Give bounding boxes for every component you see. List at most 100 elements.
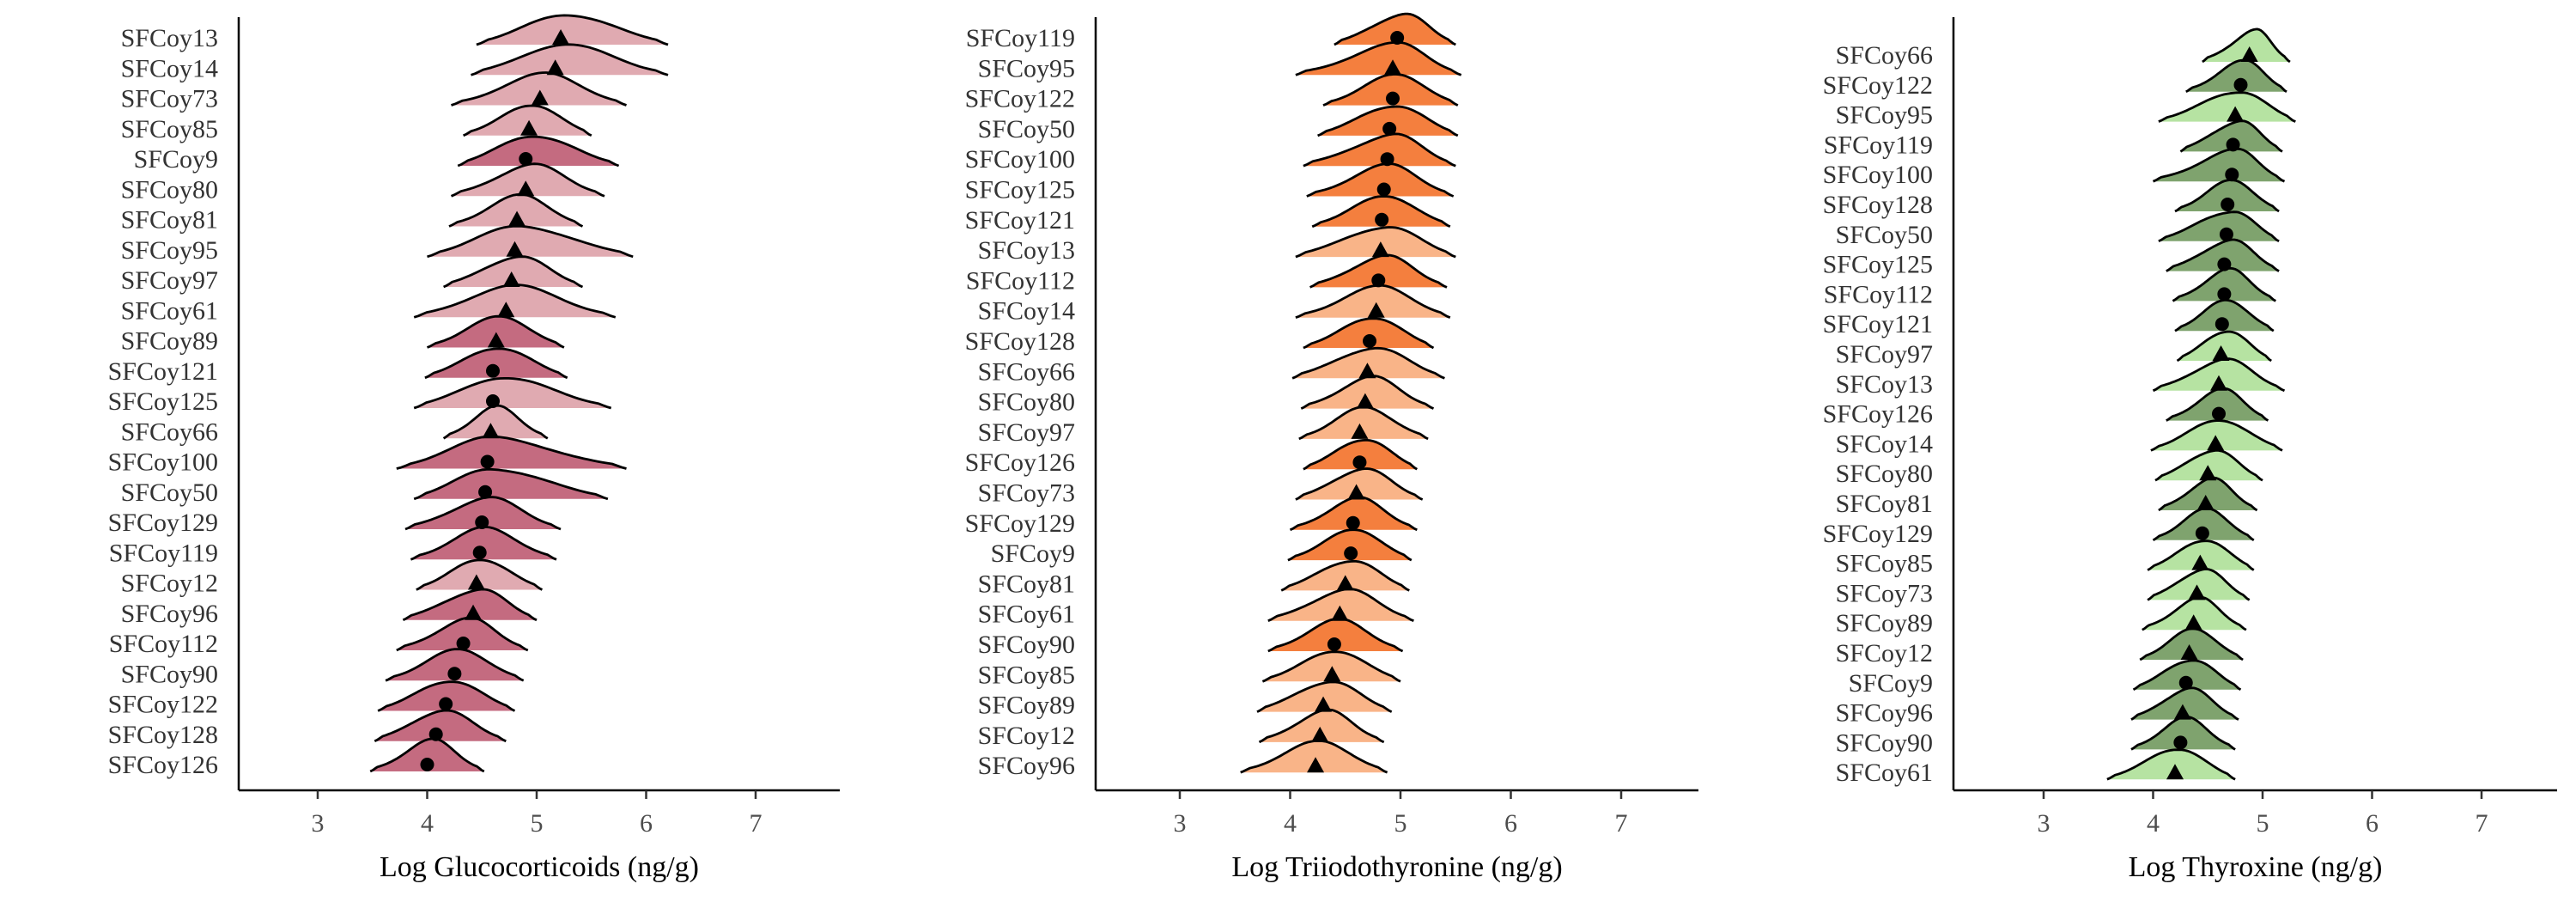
ridge-fill — [1295, 285, 1450, 318]
marker-circle-SFCoy125 — [486, 394, 500, 408]
ridge-outline — [1303, 132, 1456, 168]
ridge-outline — [2166, 238, 2280, 272]
ridge-SFCoy9 — [2132, 659, 2242, 692]
x-tick-label: 3 — [2038, 809, 2050, 838]
x-tick-label: 6 — [1504, 809, 1517, 838]
category-label: SFCoy9 — [134, 145, 218, 174]
ridge-SFCoy119 — [2179, 119, 2283, 153]
x-tick-label: 3 — [312, 809, 325, 838]
ridge-fill — [1309, 254, 1447, 288]
marker-circle-SFCoy100 — [2225, 168, 2239, 182]
marker-triangle-SFCoy61 — [497, 302, 515, 318]
x-axis-title: Log Triiodothyronine (ng/g) — [1231, 851, 1562, 883]
ridge-fill — [2158, 211, 2280, 241]
ridge-outline — [463, 104, 592, 137]
marker-triangle-SFCoy81 — [508, 210, 526, 227]
category-label: SFCoy73 — [978, 479, 1075, 508]
category-label: SFCoy96 — [978, 752, 1075, 780]
category-label: SFCoy89 — [978, 692, 1075, 720]
marker-triangle-SFCoy81 — [2196, 495, 2215, 510]
marker-circle-SFCoy50 — [1382, 121, 1397, 136]
ridge-fill — [1267, 588, 1414, 621]
marker-triangle-SFCoy13 — [2210, 375, 2227, 391]
category-label: SFCoy61 — [1836, 759, 1933, 787]
marker-circle-SFCoy112 — [456, 637, 471, 650]
ridge-fill — [1323, 74, 1458, 106]
ridge-outline — [1311, 195, 1451, 229]
x-tick-label: 7 — [1615, 809, 1628, 838]
category-label: SFCoy119 — [1824, 131, 1933, 159]
ridge-SFCoy95 — [2158, 91, 2296, 123]
category-label: SFCoy50 — [978, 115, 1075, 143]
ridge-SFCoy126 — [1303, 439, 1418, 471]
ridge-outline — [413, 377, 612, 410]
ridge-fill — [1257, 681, 1392, 712]
ridge-fill — [396, 617, 528, 650]
marker-triangle-SFCoy97 — [1351, 423, 1369, 439]
marker-triangle-SFCoy85 — [1323, 666, 1341, 682]
category-label: SFCoy122 — [1823, 71, 1933, 100]
ridge-SFCoy95 — [1295, 41, 1462, 76]
category-label: SFCoy129 — [108, 509, 218, 537]
ridge-fill — [1298, 406, 1429, 439]
ridgeline-plot-thyroxine: SFCoy66SFCoy122SFCoy95SFCoy119SFCoy100SF… — [1823, 17, 2557, 883]
marker-triangle-SFCoy96 — [1307, 757, 1325, 773]
marker-circle-SFCoy9 — [2178, 675, 2193, 690]
category-label: SFCoy90 — [121, 660, 218, 688]
category-label: SFCoy128 — [1823, 191, 1933, 219]
x-tick-label: 4 — [2147, 809, 2160, 838]
ridge-fill — [403, 589, 537, 620]
category-label: SFCoy66 — [1836, 41, 1933, 70]
ridge-fill — [1262, 651, 1400, 682]
ridge-outline — [2106, 748, 2236, 781]
ridge-SFCoy100 — [396, 435, 627, 470]
ridge-SFCoy96 — [402, 588, 538, 622]
ridge-fill — [2142, 597, 2246, 631]
marker-triangle-SFCoy89 — [2184, 614, 2202, 631]
marker-circle-SFCoy128 — [1363, 334, 1377, 348]
marker-triangle-SFCoy96 — [465, 604, 483, 620]
ridge-fill — [2140, 628, 2244, 660]
ridge-SFCoy90 — [385, 648, 525, 682]
category-label: SFCoy81 — [978, 570, 1075, 598]
ridge-outline — [2174, 179, 2280, 213]
category-label: SFCoy112 — [1824, 280, 1933, 308]
ridge-outline — [1295, 283, 1451, 320]
category-label: SFCoy112 — [109, 630, 218, 658]
ridge-fill — [2172, 268, 2276, 302]
marker-triangle-SFCoy12 — [2180, 644, 2198, 660]
ridge-SFCoy89 — [426, 314, 565, 349]
category-label: SFCoy100 — [108, 448, 218, 477]
category-label: SFCoy129 — [1823, 520, 1933, 548]
category-label: SFCoy81 — [121, 206, 218, 235]
category-label: SFCoy100 — [1823, 161, 1933, 189]
ridge-SFCoy100 — [2152, 147, 2286, 183]
marker-triangle-SFCoy97 — [2212, 345, 2230, 361]
category-label: SFCoy97 — [121, 266, 218, 295]
ridge-fill — [1295, 42, 1461, 76]
ridge-outline — [1295, 226, 1456, 259]
ridge-fill — [1240, 740, 1388, 773]
marker-circle-SFCoy90 — [447, 667, 462, 681]
x-tick-label: 4 — [1284, 809, 1297, 838]
marker-triangle-SFCoy73 — [2188, 584, 2206, 600]
ridge-outline — [416, 558, 544, 591]
marker-triangle-SFCoy13 — [552, 29, 570, 45]
ridge-outline — [374, 709, 507, 743]
x-tick-label: 5 — [531, 809, 544, 838]
ridge-SFCoy125 — [413, 377, 612, 410]
marker-triangle-SFCoy96 — [2173, 704, 2191, 720]
panel-glucocorticoids: SFCoy13 SFCoy14 SFCoy73 SFCoy85 SFCoy9 SFCoy8… — [0, 0, 859, 902]
ridge-SFCoy50 — [413, 467, 609, 501]
x-tick-label: 6 — [640, 809, 653, 838]
x-tick-label: 3 — [1174, 809, 1187, 838]
category-label: SFCoy126 — [965, 448, 1075, 477]
marker-circle-SFCoy50 — [2219, 227, 2233, 241]
x-axis-title: Log Glucocorticoids (ng/g) — [380, 851, 699, 883]
ridge-SFCoy66 — [1291, 346, 1445, 380]
ridge-fill — [1287, 529, 1412, 561]
ridge-outline — [1303, 317, 1435, 350]
category-label: SFCoy9 — [991, 539, 1075, 568]
ridge-fill — [414, 469, 608, 499]
category-label: SFCoy96 — [121, 600, 218, 628]
